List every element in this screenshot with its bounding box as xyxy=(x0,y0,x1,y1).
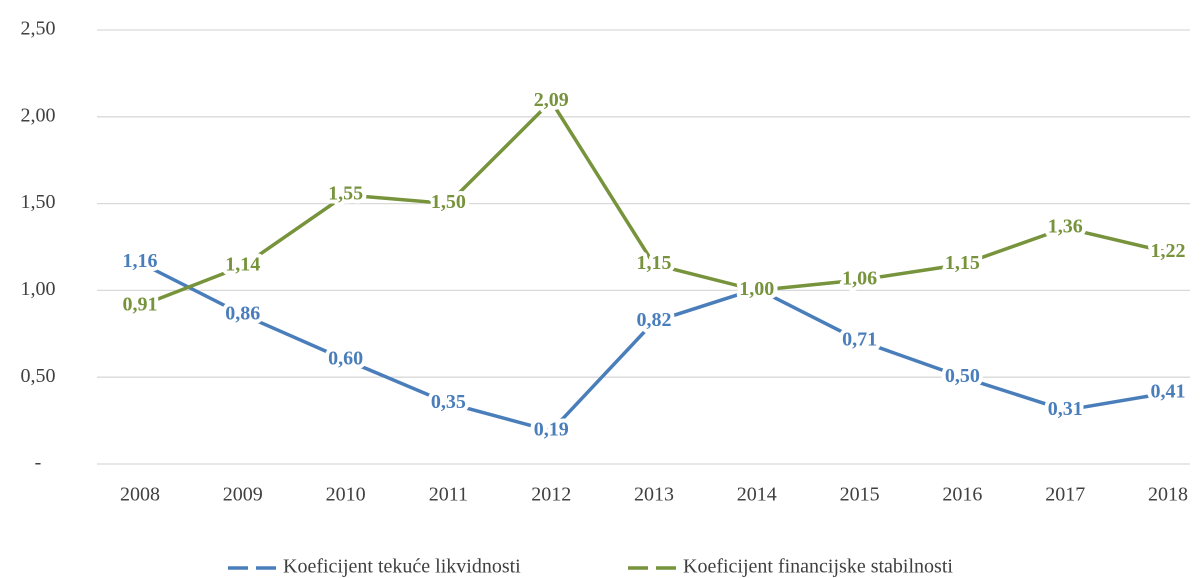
x-tick-label: 2009 xyxy=(223,484,263,506)
data-label: 1,16 xyxy=(123,250,158,272)
data-label: 0,19 xyxy=(534,419,569,441)
data-label: 2,09 xyxy=(534,89,569,111)
data-label: 1,55 xyxy=(328,183,363,205)
x-tick-label: 2014 xyxy=(737,484,777,506)
data-label: 0,60 xyxy=(328,347,363,369)
x-tick-label: 2016 xyxy=(942,484,982,506)
x-tick-label: 2010 xyxy=(326,484,366,506)
data-label: 0,86 xyxy=(225,302,260,324)
data-label: 1,22 xyxy=(1151,240,1186,262)
x-tick-label: 2011 xyxy=(429,484,468,506)
series-line xyxy=(139,98,1169,308)
data-label: 1,06 xyxy=(842,268,877,290)
x-tick-label: 2012 xyxy=(531,484,571,506)
data-label: 0,50 xyxy=(945,365,980,387)
data-label: 0,41 xyxy=(1151,380,1186,402)
data-label: 1,15 xyxy=(945,252,980,274)
y-tick-label: 2,50 xyxy=(21,18,56,40)
x-tick-label: 2013 xyxy=(634,484,674,506)
legend-label: Koeficijent financijske stabilnosti xyxy=(683,556,953,578)
data-label: 0,82 xyxy=(637,309,672,331)
series-line xyxy=(139,261,1169,433)
legend-label: Koeficijent tekuće likvidnosti xyxy=(283,556,521,578)
data-label: 1,00 xyxy=(739,278,774,300)
y-tick-label: 2,00 xyxy=(21,104,56,126)
y-tick-label: - xyxy=(35,452,42,474)
data-label: 1,50 xyxy=(431,191,466,213)
y-tick-label: 1,50 xyxy=(21,191,56,213)
y-tick-label: 1,00 xyxy=(21,278,56,300)
data-label: 1,36 xyxy=(1048,215,1083,237)
data-label: 0,35 xyxy=(431,391,466,413)
x-tick-label: 2018 xyxy=(1148,484,1188,506)
data-label: 0,71 xyxy=(842,328,877,350)
x-tick-label: 2015 xyxy=(840,484,880,506)
x-tick-label: 2017 xyxy=(1045,484,1085,506)
x-tick-label: 2008 xyxy=(120,484,160,506)
data-label: 0,31 xyxy=(1048,398,1083,420)
data-label: 1,01 xyxy=(739,276,774,298)
y-tick-label: 0,50 xyxy=(21,365,56,387)
data-label: 0,91 xyxy=(123,294,158,316)
data-label: 1,14 xyxy=(225,254,260,276)
data-label: 1,15 xyxy=(637,252,672,274)
